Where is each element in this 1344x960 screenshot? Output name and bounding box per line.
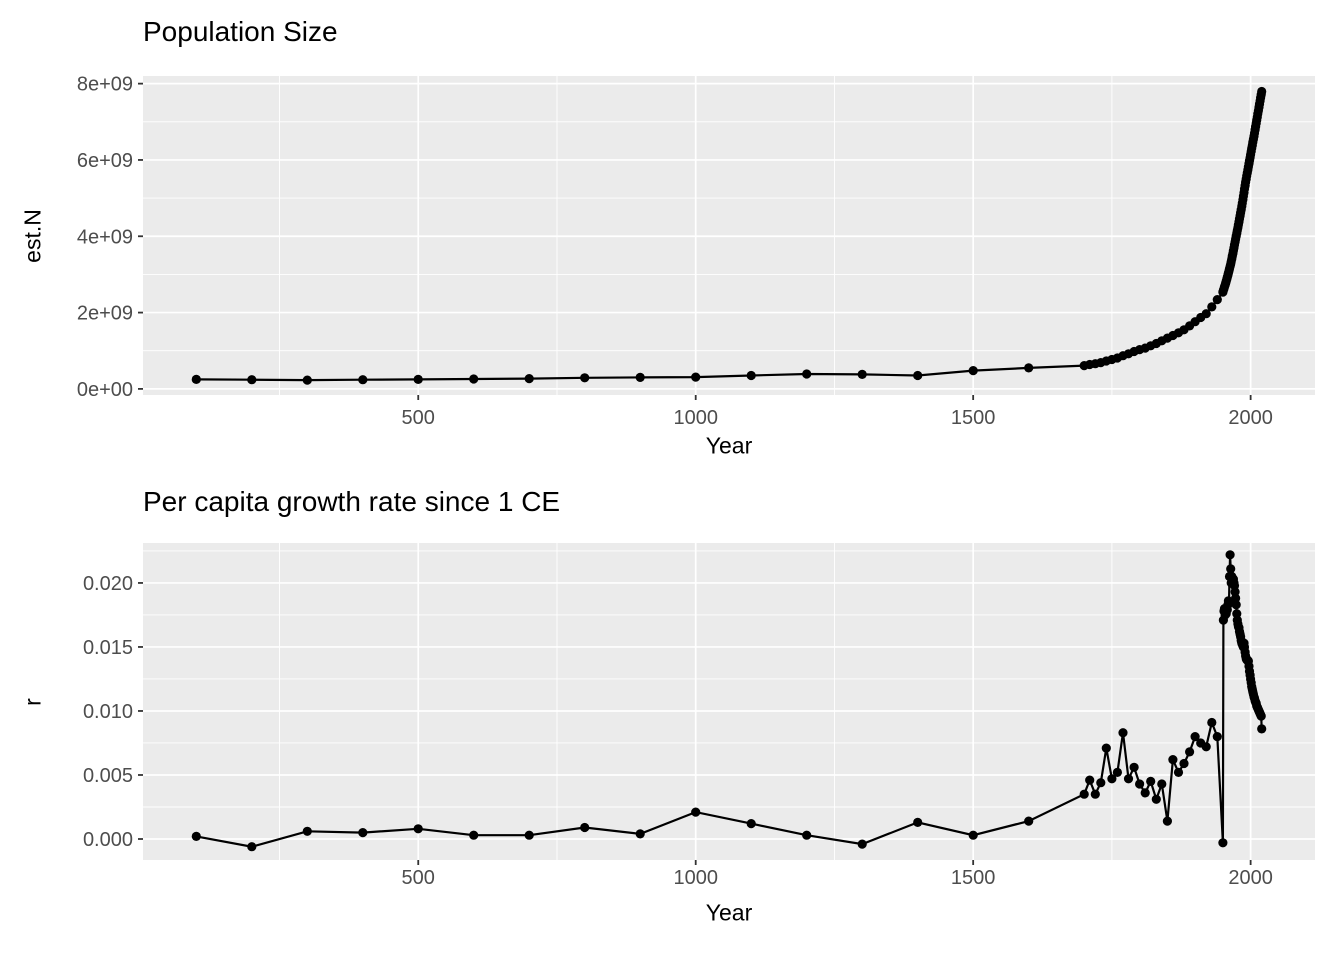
data-point: [1168, 755, 1178, 765]
data-point: [1123, 774, 1134, 784]
data-point: [1218, 838, 1228, 848]
data-point: [1190, 732, 1200, 742]
data-point: [247, 375, 257, 385]
data-point: [1157, 779, 1167, 789]
data-point: [247, 842, 257, 852]
growth-rate-chart: 500 1000 1500 2000 0.000 0.005 0.010 0.015 0.020…: [0, 470, 1344, 960]
x-tick-label: 1500: [951, 407, 996, 429]
data-point: [413, 374, 423, 384]
y-tick-label: 0.010: [83, 701, 133, 723]
y-axis-title-estN: est.N: [19, 209, 46, 263]
x-tick-label: 1000: [673, 867, 718, 889]
data-point: [358, 828, 368, 838]
data-point: [1257, 724, 1267, 734]
population-size-chart: 500 1000 1500 2000 0e+00 2e+09 4e+09 6e+09 8e+09…: [0, 0, 1344, 470]
data-point: [302, 375, 312, 385]
x-tick-label: 1500: [951, 867, 996, 889]
growth-rate-plot-area: 500 1000 1500 2000 0.000 0.005 0.010 0.015 0.020: [83, 543, 1315, 889]
data-point: [1118, 728, 1128, 738]
data-point: [1090, 789, 1100, 799]
data-point: [913, 817, 923, 827]
data-point: [635, 829, 645, 839]
data-point: [524, 374, 534, 384]
x-axis-title-year-bottom: Year: [705, 899, 753, 926]
x-tick-label: 1000: [673, 407, 718, 429]
chart-title-population: Population Size: [143, 16, 338, 47]
data-point: [635, 372, 645, 382]
data-point: [191, 831, 201, 841]
y-tick-label: 8e+09: [77, 74, 133, 96]
y-tick-label: 0.020: [83, 573, 133, 595]
data-point: [746, 819, 756, 829]
data-point: [1257, 86, 1267, 97]
data-point: [1185, 747, 1195, 757]
data-point: [1207, 717, 1217, 728]
x-tick-label: 2000: [1228, 867, 1273, 889]
data-point: [691, 807, 701, 817]
data-point: [1207, 302, 1217, 312]
y-tick-label: 2e+09: [77, 303, 133, 325]
data-point: [1201, 309, 1211, 319]
data-point: [1024, 363, 1034, 373]
data-point: [1107, 774, 1117, 784]
x-tick-label: 500: [402, 867, 435, 889]
y-tick-label: 0.015: [83, 637, 133, 659]
plot-panel: [143, 543, 1315, 860]
data-point: [691, 372, 701, 382]
data-point: [1146, 776, 1156, 786]
data-point: [1129, 762, 1139, 772]
data-point: [1212, 732, 1222, 742]
data-point: [1212, 295, 1222, 305]
data-point: [302, 826, 312, 836]
y-tick-label: 0.000: [83, 829, 133, 851]
data-point: [191, 374, 201, 384]
data-point: [968, 366, 978, 376]
data-point: [913, 370, 923, 381]
data-point: [469, 374, 479, 384]
data-point: [1112, 767, 1122, 777]
data-point: [1179, 758, 1189, 769]
data-point: [1256, 711, 1266, 721]
y-tick-label: 6e+09: [77, 150, 133, 172]
data-point: [802, 830, 812, 840]
data-point: [524, 830, 534, 840]
x-tick-label: 2000: [1228, 407, 1273, 429]
x-axis-title-year-top: Year: [705, 432, 753, 459]
chart-title-growth-rate: Per capita growth rate since 1 CE: [143, 486, 561, 517]
data-point: [1140, 788, 1150, 798]
data-point: [1135, 779, 1145, 789]
y-tick-label: 4e+09: [77, 226, 133, 248]
data-point: [1079, 789, 1089, 799]
data-point: [1151, 794, 1161, 804]
data-point: [1231, 600, 1241, 610]
data-point: [580, 822, 590, 833]
data-point: [1024, 816, 1034, 826]
data-point: [968, 830, 978, 840]
data-point: [1201, 742, 1211, 752]
data-point: [1101, 743, 1111, 753]
data-point: [857, 839, 867, 849]
data-point: [358, 375, 368, 385]
y-tick-label: 0e+00: [77, 379, 133, 401]
data-point: [857, 369, 867, 379]
y-axis-title-r: r: [19, 698, 46, 706]
data-point: [413, 824, 423, 834]
data-point: [580, 373, 590, 383]
data-point: [469, 830, 479, 840]
data-point: [1162, 816, 1172, 826]
data-point: [1225, 550, 1235, 560]
y-tick-label: 0.005: [83, 765, 133, 787]
x-tick-label: 500: [402, 407, 435, 429]
data-point: [1096, 778, 1106, 788]
data-point: [1226, 564, 1236, 574]
data-point: [802, 369, 812, 379]
data-point: [1173, 767, 1184, 777]
population-size-plot-area: 500 1000 1500 2000 0e+00 2e+09 4e+09 6e+09 8e+09: [77, 74, 1315, 429]
data-point: [746, 370, 756, 381]
data-point: [1085, 775, 1095, 785]
